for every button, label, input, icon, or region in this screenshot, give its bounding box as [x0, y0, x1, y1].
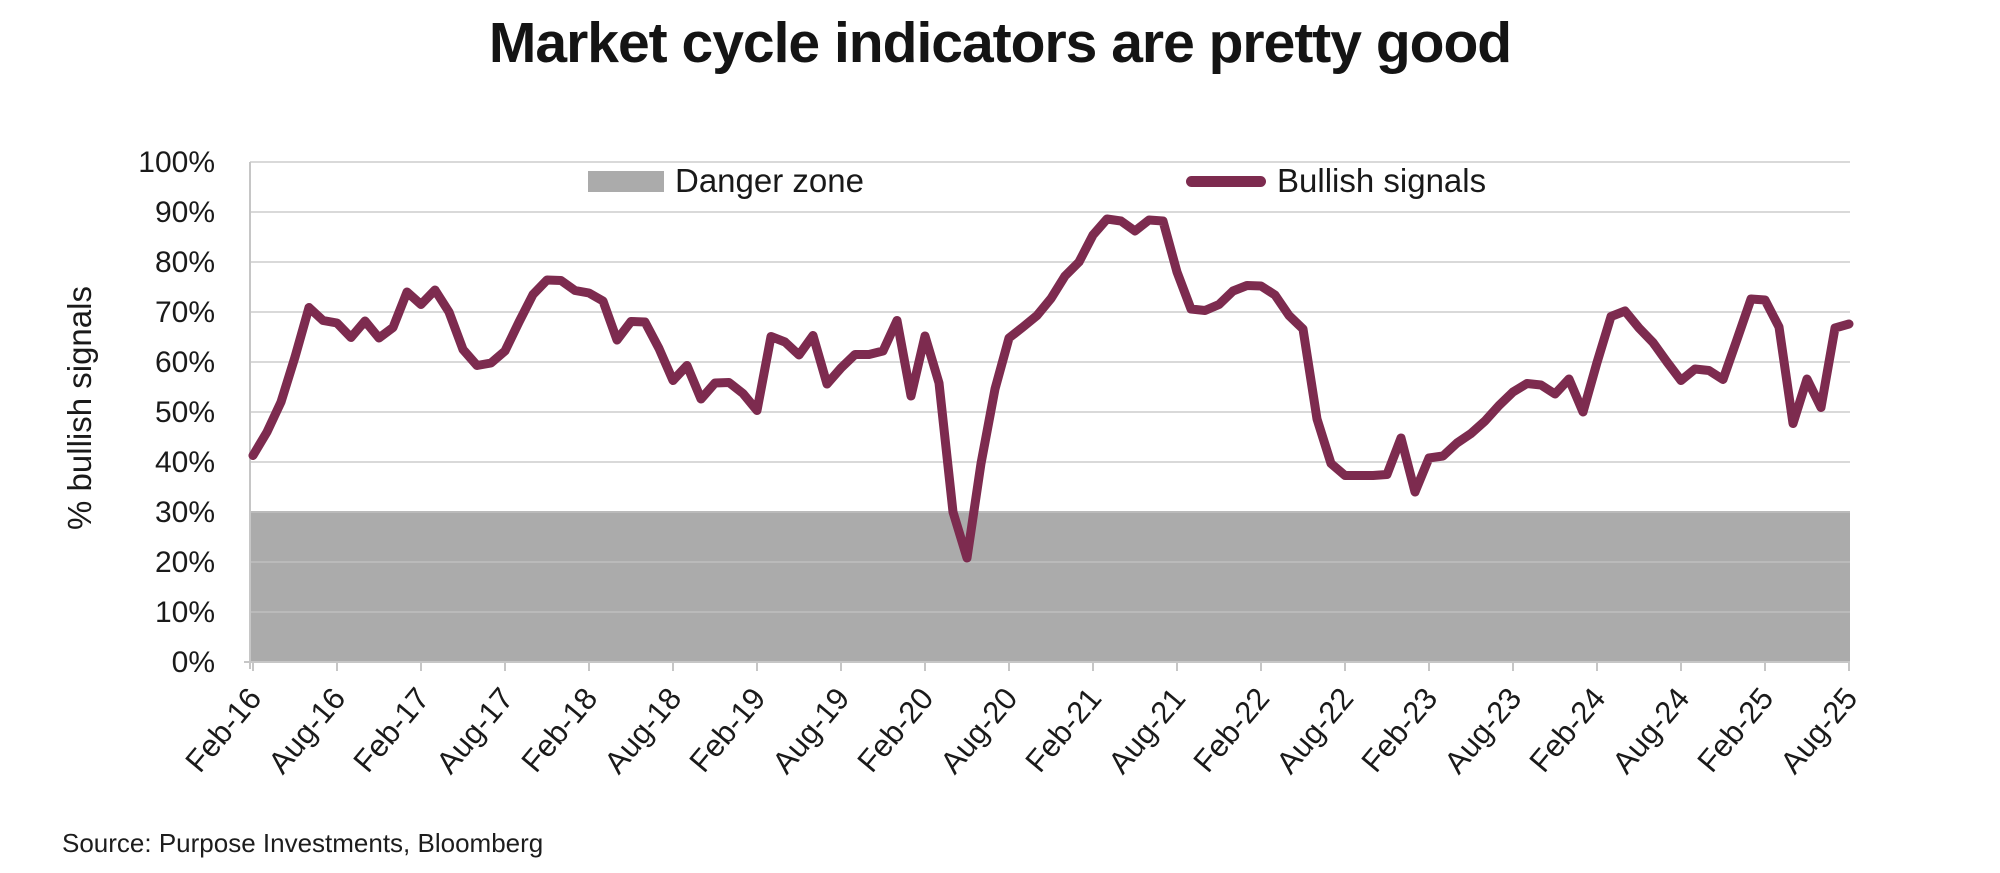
legend-label-danger-zone: Danger zone	[675, 162, 864, 199]
y-tick-label: 40%	[155, 446, 215, 479]
x-tick-label: Feb-18	[514, 681, 604, 779]
x-tick-label: Aug-22	[1269, 681, 1360, 780]
x-tick-label: Feb-24	[1522, 681, 1612, 779]
x-tick-label: Feb-25	[1690, 681, 1780, 779]
x-tick-label: Feb-22	[1186, 681, 1276, 779]
x-tick-label: Feb-17	[346, 681, 436, 779]
y-tick-label: 10%	[155, 596, 215, 629]
bullish-signals-line	[248, 214, 1854, 563]
y-tick-label: 50%	[155, 396, 215, 429]
x-tick-label: Aug-16	[261, 681, 352, 780]
x-tick-label: Aug-25	[1773, 681, 1864, 780]
y-tick-label: 30%	[155, 496, 215, 529]
y-axis-title: % bullish signals	[61, 286, 98, 530]
x-tick-label: Aug-18	[597, 681, 688, 780]
x-tick-label: Feb-23	[1354, 681, 1444, 779]
x-tick-label: Aug-20	[933, 681, 1024, 780]
x-tick-label: Aug-24	[1605, 681, 1696, 780]
legend-item-danger-zone: Danger zone	[588, 160, 864, 202]
x-tick-label: Aug-21	[1101, 681, 1192, 780]
x-tick-label: Aug-19	[765, 681, 856, 780]
y-tick-label: 70%	[155, 296, 215, 329]
x-tick-label: Feb-19	[682, 681, 772, 779]
x-tick-label: Aug-23	[1437, 681, 1528, 780]
y-tick-label: 80%	[155, 246, 215, 279]
y-tick-label: 90%	[155, 196, 215, 229]
danger-zone-band	[250, 512, 1850, 662]
y-tick-label: 60%	[155, 346, 215, 379]
legend-item-bullish-signals: Bullish signals	[1186, 160, 1486, 202]
x-tick-label: Feb-20	[850, 681, 940, 779]
y-tick-label: 100%	[138, 146, 215, 179]
x-tick-label: Feb-21	[1018, 681, 1108, 779]
legend-label-bullish-signals: Bullish signals	[1277, 162, 1487, 199]
bullish-signals-swatch	[1186, 175, 1266, 187]
y-tick-label: 0%	[172, 646, 215, 679]
x-tick-label: Aug-17	[429, 681, 520, 780]
source-note: Source: Purpose Investments, Bloomberg	[62, 828, 544, 858]
y-tick-label: 20%	[155, 546, 215, 579]
danger-zone-swatch	[588, 170, 664, 192]
chart-title: Market cycle indicators are pretty good	[488, 11, 1512, 75]
x-tick-label: Feb-16	[178, 681, 268, 779]
